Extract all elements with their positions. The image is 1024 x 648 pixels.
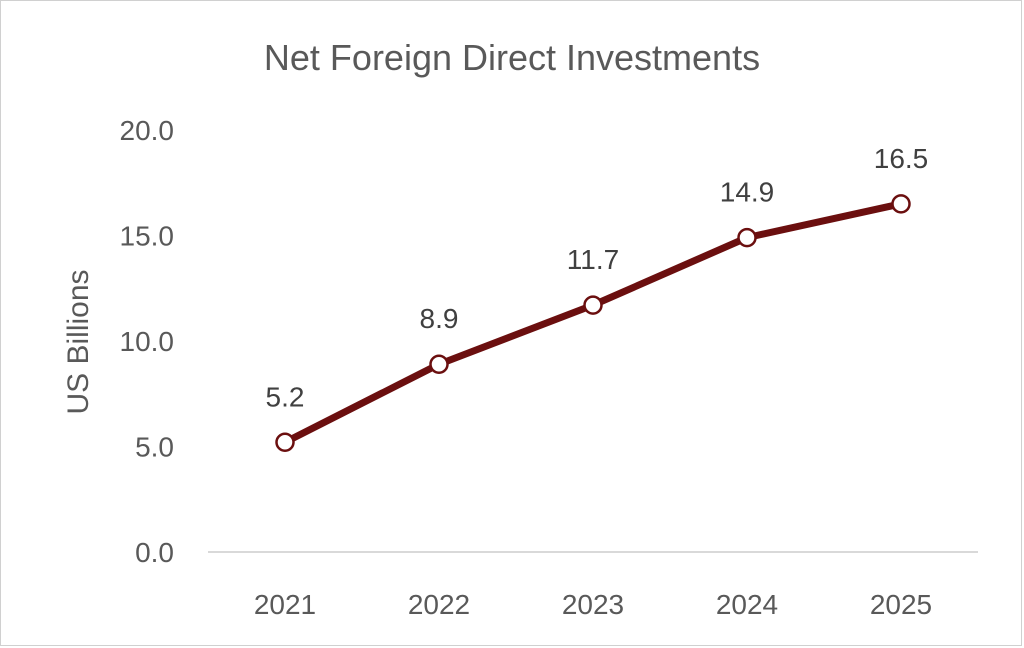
x-tick-label: 2023	[562, 589, 624, 620]
y-tick-label: 5.0	[135, 432, 174, 463]
y-tick-label: 10.0	[120, 326, 175, 357]
data-point	[891, 194, 911, 214]
data-point	[737, 227, 757, 248]
data-label: 14.9	[720, 177, 775, 208]
chart-title: Net Foreign Direct Investments	[264, 37, 760, 78]
x-tick-label: 2022	[408, 589, 470, 620]
data-label: 5.2	[266, 381, 305, 412]
data-label: 16.5	[874, 143, 929, 174]
y-axis-ticks: 0.0 5.0 10.0 15.0 20.0	[120, 115, 175, 568]
data-point	[583, 295, 603, 315]
data-point	[275, 432, 295, 453]
x-tick-label: 2025	[870, 589, 932, 620]
series-group: 5.2 8.9 11.7 14.9 16.5	[266, 143, 929, 453]
y-tick-label: 0.0	[135, 537, 174, 568]
x-axis: 2021 2022 2023 2024 2025	[208, 551, 978, 620]
data-label: 11.7	[567, 244, 619, 275]
x-tick-label: 2024	[716, 589, 778, 620]
data-point	[429, 354, 449, 374]
x-tick-label: 2021	[254, 589, 316, 620]
y-tick-label: 15.0	[120, 221, 175, 252]
series-line	[281, 200, 905, 446]
data-label: 8.9	[420, 303, 459, 334]
y-tick-label: 20.0	[120, 115, 175, 146]
y-axis-title: US Billions	[62, 269, 95, 414]
